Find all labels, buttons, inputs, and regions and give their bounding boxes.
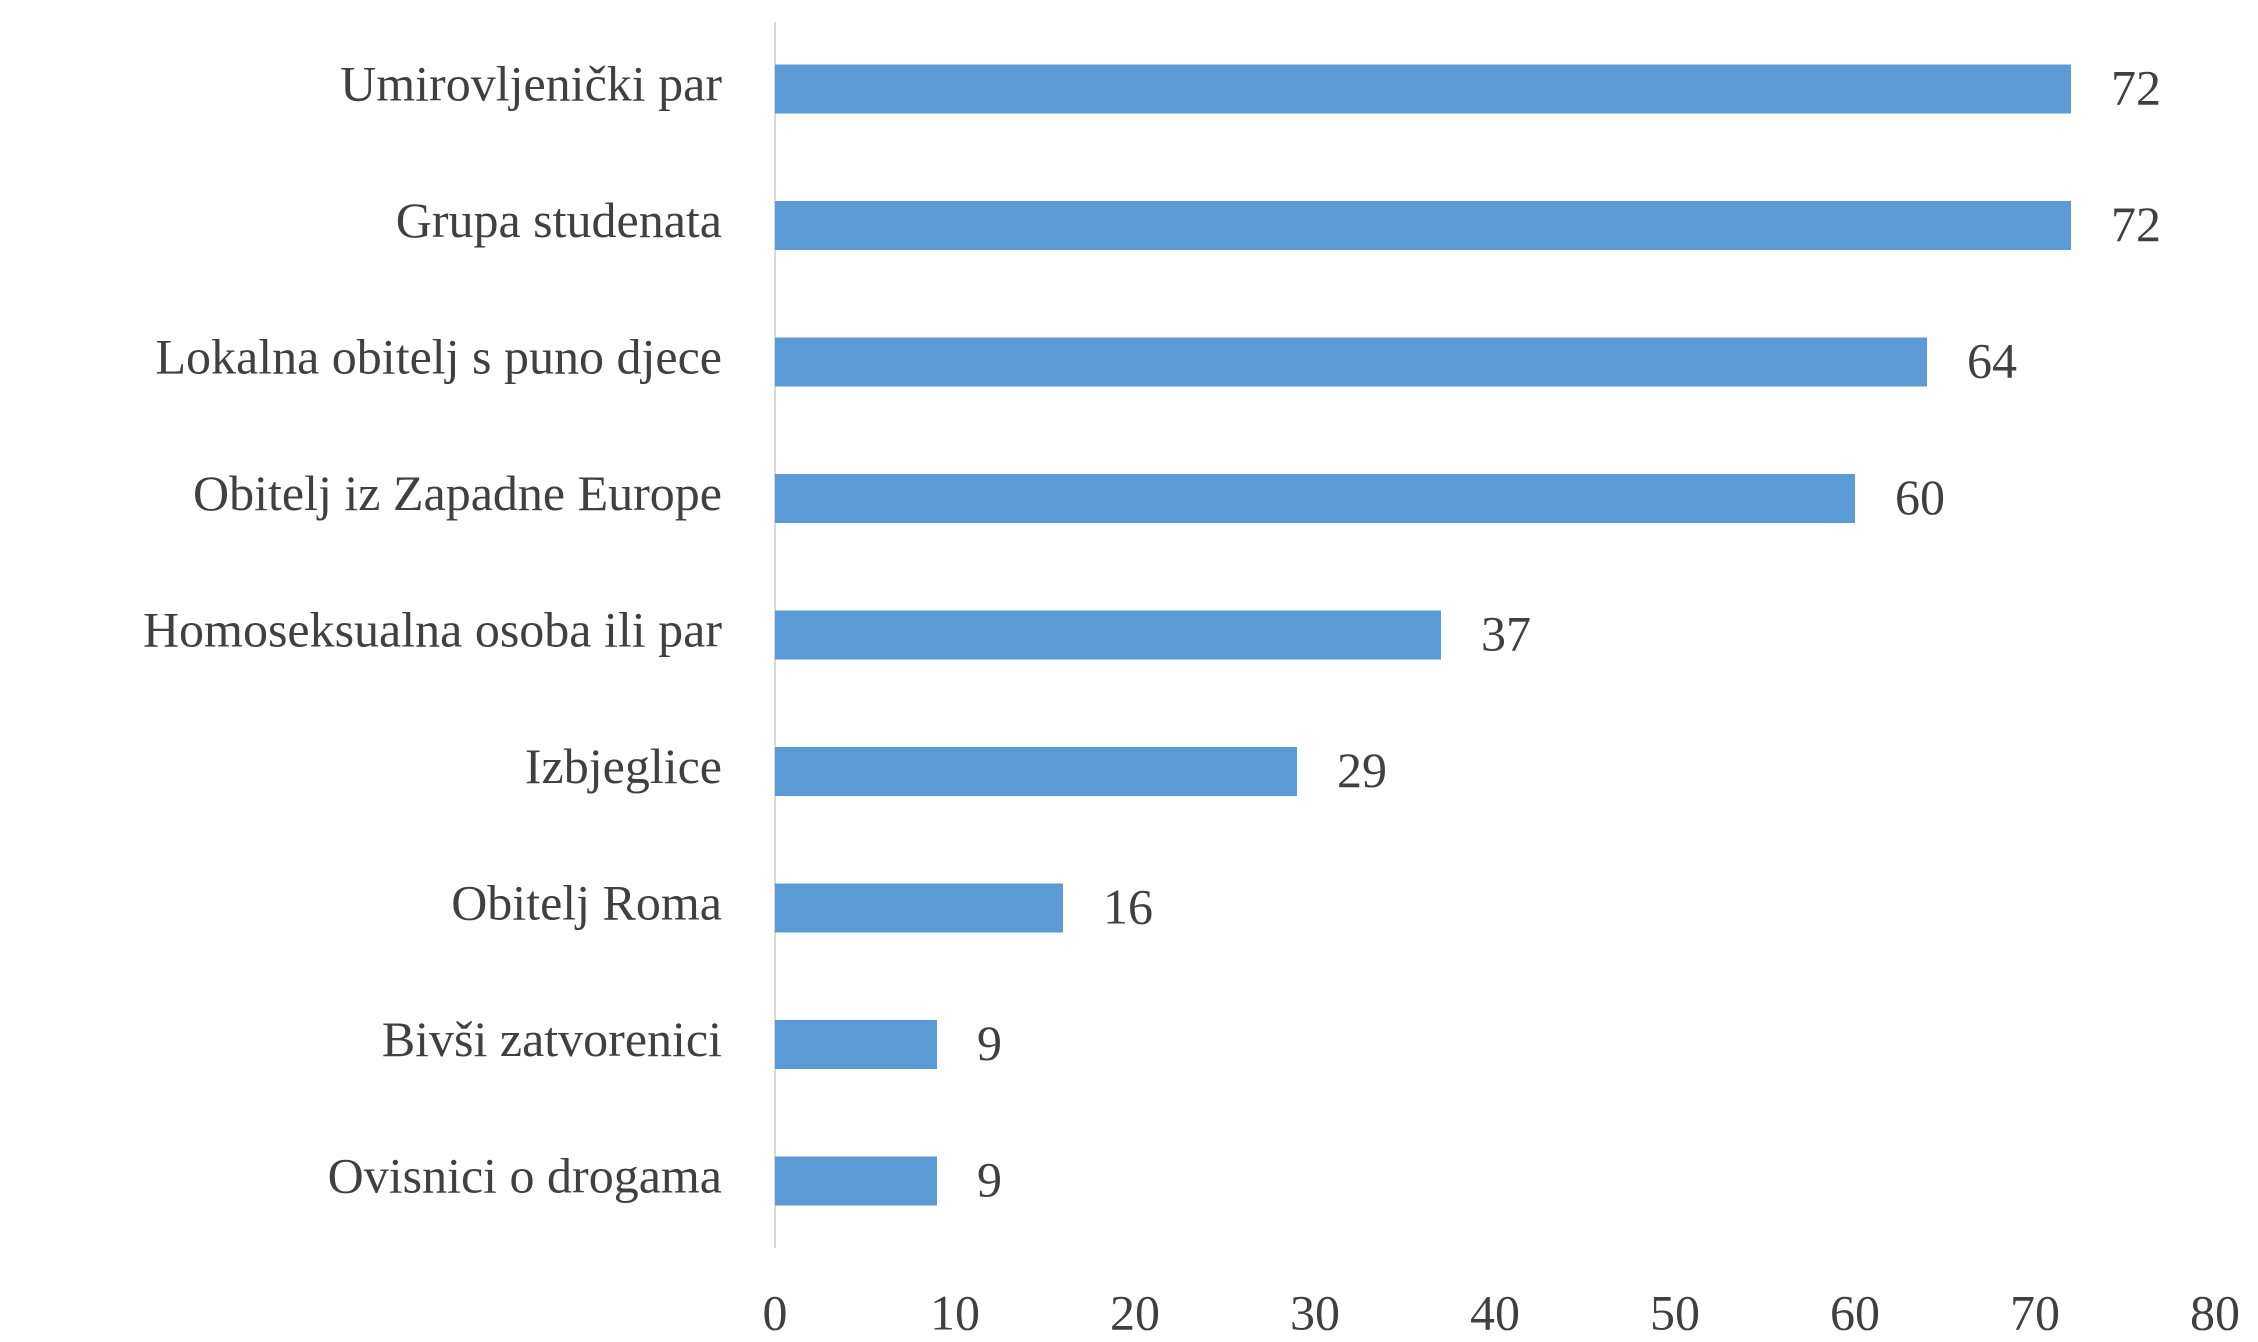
data-label: 64 bbox=[1967, 332, 2017, 388]
x-tick-label: 0 bbox=[763, 1284, 788, 1340]
x-tick-label: 50 bbox=[1650, 1284, 1700, 1340]
x-tick-label: 40 bbox=[1470, 1284, 1520, 1340]
bar bbox=[775, 201, 2071, 250]
y-tick-label: Izbjeglice bbox=[525, 738, 722, 794]
y-tick-label: Lokalna obitelj s puno djece bbox=[155, 328, 722, 384]
bar bbox=[775, 1156, 937, 1206]
y-tick-label: Obitelj Roma bbox=[451, 874, 722, 930]
data-label: 9 bbox=[977, 1015, 1002, 1071]
x-tick-label: 70 bbox=[2010, 1284, 2060, 1340]
bar bbox=[775, 1020, 937, 1069]
bar bbox=[775, 747, 1297, 796]
bar bbox=[775, 337, 1927, 387]
x-tick-label: 10 bbox=[930, 1284, 980, 1340]
x-tick-label: 30 bbox=[1290, 1284, 1340, 1340]
data-label: 29 bbox=[1337, 742, 1387, 798]
x-tick-label: 20 bbox=[1110, 1284, 1160, 1340]
data-label: 37 bbox=[1481, 605, 1531, 661]
data-label: 72 bbox=[2111, 196, 2161, 252]
y-tick-label: Grupa studenata bbox=[396, 192, 722, 248]
x-tick-label: 80 bbox=[2190, 1284, 2240, 1340]
bar bbox=[775, 64, 2071, 114]
data-label: 9 bbox=[977, 1151, 1002, 1207]
bar bbox=[775, 883, 1063, 933]
data-label: 16 bbox=[1103, 878, 1153, 934]
data-label: 60 bbox=[1895, 469, 1945, 525]
bar bbox=[775, 610, 1441, 660]
y-tick-label: Bivši zatvorenici bbox=[382, 1011, 722, 1067]
y-tick-label: Homoseksualna osoba ili par bbox=[143, 601, 722, 657]
y-tick-label: Obitelj iz Zapadne Europe bbox=[193, 465, 722, 521]
bar bbox=[775, 474, 1855, 523]
data-label: 72 bbox=[2111, 59, 2161, 115]
y-tick-label: Umirovljenički par bbox=[340, 55, 722, 111]
x-tick-label: 60 bbox=[1830, 1284, 1880, 1340]
y-tick-label: Ovisnici o drogama bbox=[328, 1147, 722, 1203]
